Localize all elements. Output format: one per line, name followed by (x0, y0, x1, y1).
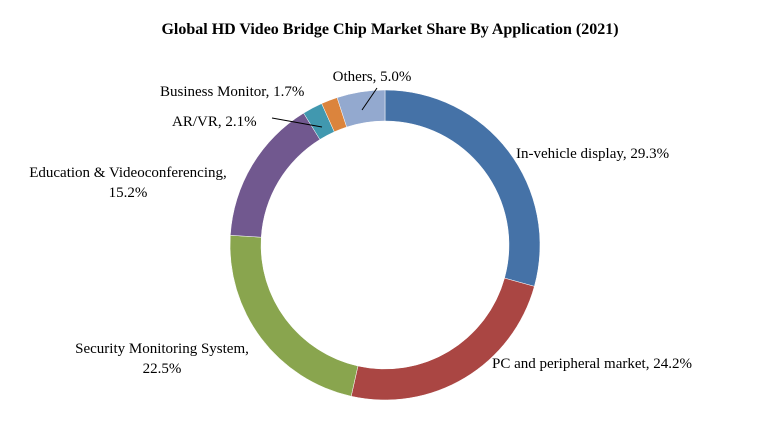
label-line: AR/VR, 2.1% (172, 114, 257, 130)
label-line: 15.2% (109, 185, 148, 201)
label-line: Others, 5.0% (333, 69, 412, 85)
slice-others (336, 89, 386, 128)
slice-education-videoconferencing (230, 112, 321, 238)
label-pc-and-peripheral-market: PC and peripheral market, 24.2% (492, 356, 692, 372)
leader-lines (271, 87, 378, 128)
label-business-monitor: Business Monitor, 1.7% (160, 84, 304, 100)
label-line: 22.5% (143, 361, 182, 377)
label-others: Others, 5.0% (333, 69, 412, 85)
leader-line-others (361, 87, 378, 111)
label-line: Education & Videoconferencing, (29, 165, 227, 181)
label-security-monitoring-system: Security Monitoring System, 22.5% (75, 341, 249, 377)
donut-slices (229, 89, 541, 401)
slice-security-monitoring-system (229, 235, 359, 397)
label-line: PC and peripheral market, 24.2% (492, 356, 692, 372)
slice-pc-and-peripheral-market (350, 277, 535, 401)
label-ar-vr: AR/VR, 2.1% (172, 114, 257, 130)
label-line: Business Monitor, 1.7% (160, 84, 304, 100)
data-labels: In-vehicle display, 29.3% PC and peripher… (29, 69, 692, 377)
label-education-videoconferencing: Education & Videoconferencing, 15.2% (29, 165, 227, 201)
label-in-vehicle-display: In-vehicle display, 29.3% (516, 146, 669, 162)
label-line: Security Monitoring System, (75, 341, 249, 357)
chart-title: Global HD Video Bridge Chip Market Share… (161, 21, 618, 38)
label-line: In-vehicle display, 29.3% (516, 146, 669, 162)
leader-line-ar-vr (271, 117, 323, 128)
slice-in-vehicle-display (384, 89, 541, 287)
